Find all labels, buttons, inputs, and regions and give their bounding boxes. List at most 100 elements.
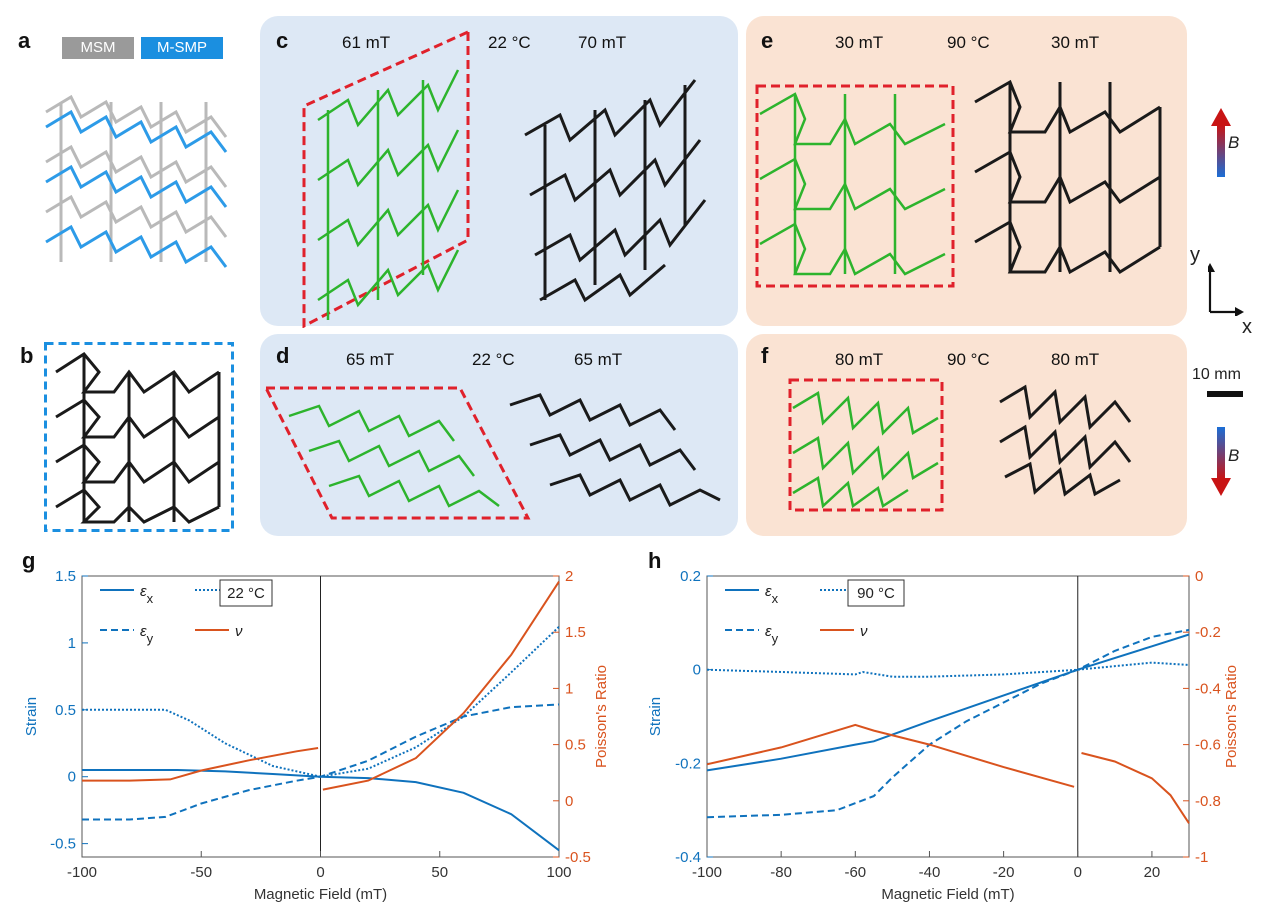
chart-g-temperature-label: 22 °C	[227, 585, 265, 602]
chart-g-y2-tick-label: 0.5	[565, 737, 586, 754]
lattice-schematic-a	[45, 94, 228, 268]
chart-g-y-axis-label: Strain	[23, 697, 40, 736]
chart-h-y2-tick-label: -0.8	[1195, 793, 1221, 810]
chart-g-y2-axis-label: Poisson's Ratio	[593, 665, 610, 768]
chart-g-y2-tick-label: -0.5	[565, 849, 591, 866]
panel-f-temperature: 90 °C	[947, 350, 990, 369]
chart-h-x-tick-label: 20	[1144, 864, 1161, 881]
field-arrow-down	[1211, 427, 1231, 496]
chart-g-y2-tick-label: 0	[565, 793, 573, 810]
chart-h-series-2	[706, 628, 1190, 819]
panel-e-temperature: 90 °C	[947, 33, 990, 52]
chart-g-y-tick-label: 1	[68, 635, 76, 652]
chart-g-series-3	[82, 581, 560, 791]
chart-h-y2-tick-label: -1	[1195, 849, 1208, 866]
chart-g-x-tick-label: 0	[316, 864, 324, 881]
chart-h-x-tick-label: -40	[919, 864, 941, 881]
scale-bar	[1207, 391, 1243, 397]
chart-h-y-tick-label: 0	[693, 662, 701, 679]
panel-c-experiment	[524, 79, 707, 303]
panel-d-left-field: 65 mT	[346, 350, 395, 369]
chart-g-x-tick-label: 100	[546, 864, 571, 881]
panel-c-right-field: 70 mT	[578, 33, 627, 52]
panel-label-e: e	[761, 28, 774, 53]
chart-g-series-1	[82, 626, 560, 778]
chart-g-x-tick-label: -50	[190, 864, 212, 881]
chart-h-y-tick-label: 0.2	[680, 568, 701, 585]
panel-c-temperature: 22 °C	[488, 33, 531, 52]
chart-h-y2-axis-label: Poisson's Ratio	[1223, 665, 1240, 768]
chart-h-x-tick-label: -100	[692, 864, 722, 881]
panel-e-left-field: 30 mT	[835, 33, 884, 52]
chart-h-series-1	[706, 661, 1190, 678]
panel-d-background	[260, 334, 738, 536]
panel-c-simulation	[302, 30, 470, 328]
chart-h-y2-tick-label: -0.2	[1195, 624, 1221, 641]
chart-h-temperature-label: 90 °C	[857, 585, 895, 602]
chart-g-y-tick-label: -0.5	[50, 836, 76, 853]
chart-h-legend-label-3: ν	[860, 623, 868, 640]
chart-h-plot-frame	[706, 575, 1190, 858]
chart-g-x-axis-label: Magnetic Field (mT)	[254, 886, 387, 903]
chart-h-temperature-box	[847, 579, 905, 607]
panel-d-simulation	[264, 386, 531, 520]
panel-f-left-field: 80 mT	[835, 350, 884, 369]
axis-y-label: y	[1190, 244, 1200, 266]
panel-f-experiment	[999, 384, 1132, 497]
panel-label-b: b	[20, 343, 34, 368]
panel-label-c: c	[276, 28, 289, 53]
chart-h-legend-label-2: εy	[765, 623, 779, 646]
chart-h-x-tick-label: 0	[1074, 864, 1082, 881]
panel-label-a: a	[18, 28, 31, 53]
chart-h-x-axis-label: Magnetic Field (mT)	[881, 886, 1014, 903]
panel-d-temperature: 22 °C	[472, 350, 515, 369]
chart-h: -100 -80 -60 -40 -20 0 20 -0.4 -0.2 0 0.2 -1 -0.8 -0.…	[647, 568, 1240, 903]
panel-f-simulation	[788, 378, 944, 512]
lattice-photo-b	[44, 342, 234, 532]
panel-label-g: g	[22, 548, 36, 573]
chart-g: -100 -50 0 50 100-0.500.511.5-0.500.511.52Ma…	[23, 568, 610, 903]
chart-h-x-tick-label: -20	[993, 864, 1015, 881]
panel-f-background	[746, 334, 1187, 536]
panel-e-simulation	[755, 84, 955, 288]
chart-g-y2-tick-label: 1	[565, 680, 573, 697]
chart-h-x-tick-label: -60	[844, 864, 866, 881]
panel-d-experiment	[509, 393, 721, 508]
chart-g-y2-tick-label: 2	[565, 568, 573, 585]
panel-e-experiment	[974, 79, 1162, 275]
field-label-down: B	[1228, 446, 1240, 465]
chart-g-legend-label-2: εy	[140, 623, 154, 646]
chart-g-legend-label-0: εx	[140, 583, 154, 606]
chart-h-legend-label-0: εx	[765, 583, 779, 606]
chart-g-y-tick-label: 0.5	[55, 702, 76, 719]
scale-bar-label: 10 mm	[1192, 366, 1241, 383]
chart-h-y2-tick-label: -0.6	[1195, 737, 1221, 754]
chart-g-temperature-box	[219, 579, 273, 607]
axis-compass	[1208, 263, 1244, 316]
field-label-up: B	[1228, 133, 1240, 152]
chart-h-y-axis-label: Strain	[647, 697, 664, 736]
chart-h-y-tick-label: -0.4	[675, 849, 701, 866]
panel-e-right-field: 30 mT	[1051, 33, 1100, 52]
axis-x-label: x	[1242, 316, 1252, 338]
chart-g-y-tick-label: 1.5	[55, 568, 76, 585]
field-arrow-up	[1211, 108, 1231, 177]
panel-c-left-field: 61 mT	[342, 33, 391, 52]
chart-g-x-tick-label: 50	[431, 864, 448, 881]
chart-h-x-tick-label: -80	[770, 864, 792, 881]
panel-d-right-field: 65 mT	[574, 350, 623, 369]
msmp-legend-badge: M-SMP	[141, 37, 223, 59]
chart-h-y-tick-label: -0.2	[675, 755, 701, 772]
chart-g-y-tick-label: 0	[68, 769, 76, 786]
panel-label-h: h	[648, 548, 662, 573]
msm-legend-badge: MSM	[62, 37, 134, 59]
panel-label-d: d	[276, 343, 290, 368]
chart-h-series-3	[706, 723, 1190, 824]
chart-h-y2-tick-label: 0	[1195, 568, 1203, 585]
chart-h-y2-tick-label: -0.4	[1195, 680, 1221, 697]
chart-g-y2-tick-label: 1.5	[565, 624, 586, 641]
panel-f-right-field: 80 mT	[1051, 350, 1100, 369]
chart-g-series-2	[82, 703, 560, 821]
chart-h-series-0	[706, 633, 1190, 772]
panel-label-f: f	[761, 343, 769, 368]
